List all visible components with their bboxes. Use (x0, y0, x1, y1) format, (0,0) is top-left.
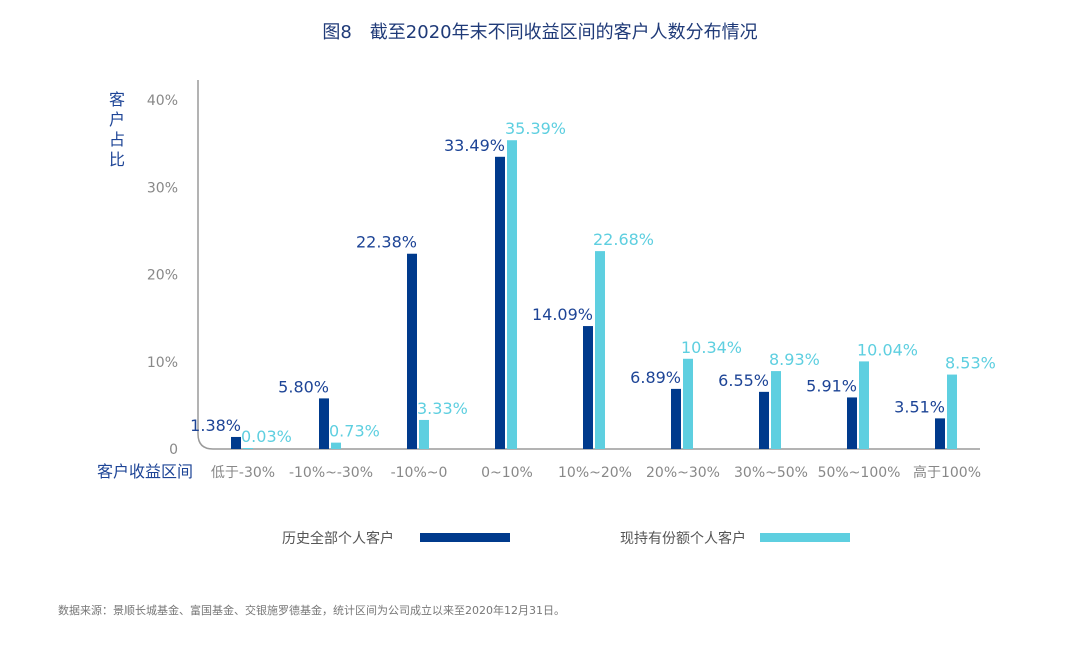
y-tick-label: 10% (147, 355, 178, 371)
y-tick-label: 30% (147, 180, 178, 196)
bar-current (595, 251, 605, 449)
data-label: 35.39% (505, 119, 566, 138)
data-label: 6.89% (630, 368, 681, 387)
y-tick-label: 40% (147, 93, 178, 109)
bar-current (947, 374, 957, 449)
bar-current (771, 371, 781, 449)
data-label: 22.68% (593, 230, 654, 249)
chart-title: 图8 截至2020年末不同收益区间的客户人数分布情况 (322, 22, 758, 43)
x-tick-label: -10%~0 (391, 465, 448, 481)
data-label: 33.49% (444, 136, 505, 155)
legend-label: 现持有份额个人客户 (620, 530, 746, 547)
bar-current (507, 140, 517, 450)
y-tick-label: 20% (147, 268, 178, 284)
bar-current (243, 448, 253, 449)
x-tick-label: 50%~100% (818, 465, 901, 481)
y-tick-label: 0 (169, 442, 178, 458)
data-label: 6.55% (718, 371, 769, 390)
x-tick-label: 10%~20% (558, 465, 632, 481)
data-label: 1.38% (190, 416, 241, 435)
x-tick-label: 20%~30% (646, 465, 720, 481)
source-note: 数据来源：景顺长城基金、富国基金、交银施罗德基金，统计区间为公司成立以来至202… (58, 604, 565, 617)
bar-history (671, 388, 681, 449)
bar-current (331, 442, 341, 449)
data-label: 8.53% (945, 354, 996, 373)
bar-history (495, 156, 505, 449)
data-label: 0.73% (329, 422, 380, 441)
bar-history (935, 418, 945, 449)
data-label: 22.38% (356, 233, 417, 252)
x-tick-label: 高于100% (913, 464, 981, 481)
legend-label: 历史全部个人客户 (282, 530, 394, 547)
legend-swatch (420, 533, 510, 542)
bar-history (407, 253, 417, 449)
bar-history (231, 436, 241, 449)
bar-current (419, 419, 429, 449)
x-tick-label: 0~10% (481, 465, 533, 481)
data-label: 10.04% (857, 340, 918, 359)
data-label: 8.93% (769, 350, 820, 369)
data-label: 3.51% (894, 397, 945, 416)
x-axis-label: 客户收益区间 (97, 462, 193, 481)
x-tick-label: 低于-30% (211, 465, 275, 481)
data-label: 0.03% (241, 427, 292, 446)
y-axis-label: 客户占比 (108, 90, 125, 169)
data-label: 5.91% (806, 376, 857, 395)
axis-line (197, 80, 980, 450)
data-label: 3.33% (417, 399, 468, 418)
data-label: 5.80% (278, 377, 329, 396)
bar-history (759, 391, 769, 449)
x-tick-label: 30%~50% (734, 465, 808, 481)
x-tick-label: -10%~-30% (289, 465, 373, 481)
bar-history (319, 398, 329, 449)
bar-current (683, 358, 693, 449)
data-label: 14.09% (532, 305, 593, 324)
bar-history (847, 397, 857, 449)
bar-current (859, 361, 869, 449)
bar-history (583, 326, 593, 449)
data-label: 10.34% (681, 338, 742, 357)
legend-swatch (760, 533, 850, 542)
